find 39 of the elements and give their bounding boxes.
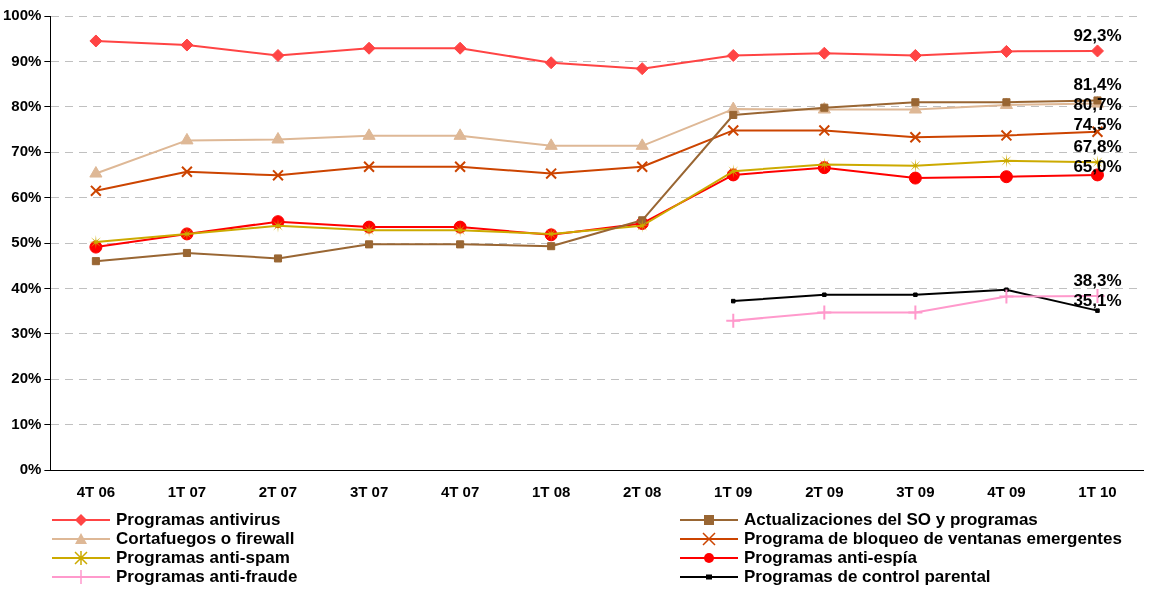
x-tick-label: 2T 09 bbox=[805, 483, 844, 501]
data-label: 81,4% bbox=[1073, 75, 1122, 95]
data-label: 65,0% bbox=[1073, 156, 1122, 176]
legend-label: Cortafuegos o firewall bbox=[116, 528, 295, 549]
data-label: 92,3% bbox=[1073, 25, 1122, 45]
x-tick-label: 1T 10 bbox=[1078, 483, 1117, 501]
x-tick-label: 4T 09 bbox=[987, 483, 1026, 501]
y-tick-label: 90% bbox=[11, 51, 42, 69]
x-tick-label: 4T 07 bbox=[440, 483, 480, 501]
x-tick-label: 4T 06 bbox=[76, 483, 116, 501]
data-label: 38,3% bbox=[1073, 270, 1122, 290]
y-tick-label: 70% bbox=[11, 142, 42, 160]
x-tick-label: 3T 07 bbox=[349, 483, 389, 501]
x-tick-label: 2T 07 bbox=[258, 483, 298, 501]
legend-label: Programas de control parental bbox=[744, 566, 991, 587]
legend-label: Programa de bloqueo de ventanas emergentes bbox=[744, 528, 1122, 549]
data-label: 67,8% bbox=[1073, 136, 1122, 156]
x-tick-label: 1T 08 bbox=[531, 483, 571, 501]
y-tick-label: 40% bbox=[11, 278, 42, 296]
legend-label: Programas anti-spam bbox=[116, 547, 290, 568]
y-tick-label: 10% bbox=[11, 414, 42, 432]
y-tick-label: 100% bbox=[2, 6, 42, 24]
y-tick-label: 20% bbox=[11, 369, 42, 387]
legend-label: Programas antivirus bbox=[116, 509, 281, 530]
data-label: 35,1% bbox=[1073, 290, 1122, 310]
x-tick-label: 2T 08 bbox=[623, 483, 662, 501]
y-tick-label: 60% bbox=[11, 187, 42, 205]
y-tick-label: 50% bbox=[11, 233, 42, 251]
data-label: 80,7% bbox=[1073, 95, 1122, 115]
y-tick-label: 0% bbox=[19, 460, 42, 478]
legend-label: Programas anti-espía bbox=[744, 547, 917, 568]
data-label: 74,5% bbox=[1073, 115, 1122, 135]
y-tick-label: 30% bbox=[11, 323, 42, 341]
x-tick-label: 1T 07 bbox=[167, 483, 207, 501]
x-tick-label: 3T 09 bbox=[896, 483, 935, 501]
y-tick-label: 80% bbox=[11, 96, 42, 114]
x-tick-label: 1T 09 bbox=[714, 483, 753, 501]
legend-label: Actualizaciones del SO y programas bbox=[744, 509, 1038, 530]
legend-label: Programas anti-fraude bbox=[116, 566, 298, 587]
